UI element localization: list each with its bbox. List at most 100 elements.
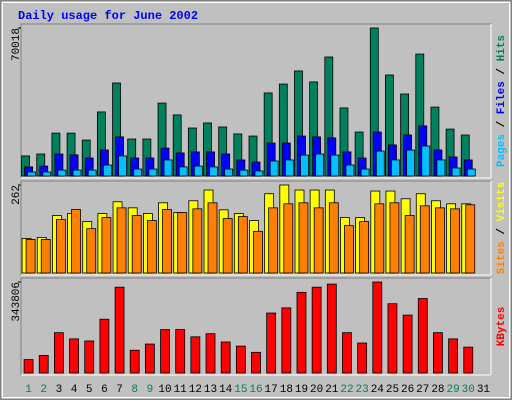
legend: Sites / Visits xyxy=(496,182,508,274)
bar xyxy=(116,207,127,274)
x-tick-label: 10 xyxy=(158,384,171,396)
bar xyxy=(406,149,416,177)
bar xyxy=(451,167,461,177)
y-max-label: 262 xyxy=(11,185,23,205)
x-tick-label: 29 xyxy=(446,384,459,396)
legend-entry: Visits xyxy=(496,182,508,222)
bar xyxy=(419,205,430,274)
bar xyxy=(328,202,339,274)
bar xyxy=(374,203,385,274)
bar xyxy=(87,169,97,177)
y-max-label: 343806 xyxy=(11,282,23,322)
bar xyxy=(222,218,233,274)
legend-entry: Hits xyxy=(496,35,508,61)
bar xyxy=(71,209,81,274)
bar xyxy=(38,355,49,374)
bar xyxy=(344,225,354,274)
bar xyxy=(86,228,97,274)
bar xyxy=(433,332,443,374)
legend-separator: / xyxy=(496,221,508,241)
x-tick-label: 25 xyxy=(386,384,399,396)
bar xyxy=(190,336,201,374)
bar xyxy=(56,219,66,274)
bar xyxy=(326,283,337,374)
bar xyxy=(466,168,476,177)
x-tick-label: 26 xyxy=(401,384,414,396)
x-tick-label: 15 xyxy=(234,384,247,396)
bar xyxy=(254,170,264,177)
bar xyxy=(118,155,127,177)
legend-entry: Sites xyxy=(496,241,508,274)
bar xyxy=(372,281,383,374)
x-tick-label: 4 xyxy=(71,384,78,396)
x-tick-label: 23 xyxy=(356,384,369,396)
x-tick-label: 12 xyxy=(189,384,202,396)
x-tick-label: 11 xyxy=(174,384,188,396)
bar xyxy=(253,230,263,274)
bar xyxy=(342,332,352,374)
x-tick-label: 8 xyxy=(131,384,138,396)
bar xyxy=(102,164,112,177)
bar xyxy=(25,239,36,274)
x-tick-label: 27 xyxy=(416,384,429,396)
bar xyxy=(40,239,51,274)
bar xyxy=(193,165,203,177)
bar xyxy=(148,168,158,177)
bar xyxy=(313,207,324,274)
bar xyxy=(436,159,446,177)
bar xyxy=(160,329,170,374)
x-tick-label: 20 xyxy=(310,384,323,396)
x-tick-label: 22 xyxy=(340,384,353,396)
x-tick-label: 30 xyxy=(462,384,475,396)
bar xyxy=(23,359,34,374)
bar xyxy=(175,329,186,374)
x-tick-label: 1 xyxy=(25,384,32,396)
bar xyxy=(417,298,428,374)
x-tick-label: 24 xyxy=(371,384,385,396)
bar xyxy=(224,168,234,177)
legend-entry: KBytes xyxy=(496,307,508,347)
x-tick-label: 13 xyxy=(204,384,217,396)
x-tick-label: 9 xyxy=(147,384,154,396)
bar xyxy=(54,332,64,374)
bar xyxy=(101,217,112,274)
bar xyxy=(465,204,476,274)
bar xyxy=(269,160,279,177)
bar xyxy=(311,286,322,374)
bar xyxy=(359,221,370,274)
bar xyxy=(99,318,110,374)
bar xyxy=(146,220,157,274)
bar xyxy=(375,150,385,177)
bar xyxy=(235,345,246,374)
bar xyxy=(360,168,370,177)
bar xyxy=(239,169,249,177)
legend: Pages / Files / Hits xyxy=(496,35,508,167)
bar xyxy=(450,208,460,274)
legend-separator: / xyxy=(496,61,508,81)
bar xyxy=(421,145,431,177)
x-tick-label: 5 xyxy=(86,384,93,396)
bar xyxy=(284,159,294,177)
x-tick-label: 17 xyxy=(265,384,278,396)
x-tick-label: 31 xyxy=(477,384,491,396)
legend-separator: / xyxy=(496,114,508,134)
bar xyxy=(463,346,474,374)
chart-title: Daily usage for June 2002 xyxy=(18,9,198,23)
bar xyxy=(205,333,216,374)
x-tick-label: 3 xyxy=(56,384,63,396)
bar xyxy=(72,169,82,177)
legend-entry: Files xyxy=(496,81,508,114)
bar xyxy=(237,216,248,274)
x-tick-label: 16 xyxy=(249,384,262,396)
bar xyxy=(402,314,413,374)
bar xyxy=(129,349,140,374)
bar xyxy=(330,154,340,177)
bar xyxy=(178,166,188,177)
x-tick-label: 7 xyxy=(116,384,123,396)
x-tick-label: 6 xyxy=(101,384,108,396)
bar xyxy=(391,159,400,177)
legend-entry: Pages xyxy=(496,134,508,167)
bar xyxy=(144,343,155,374)
